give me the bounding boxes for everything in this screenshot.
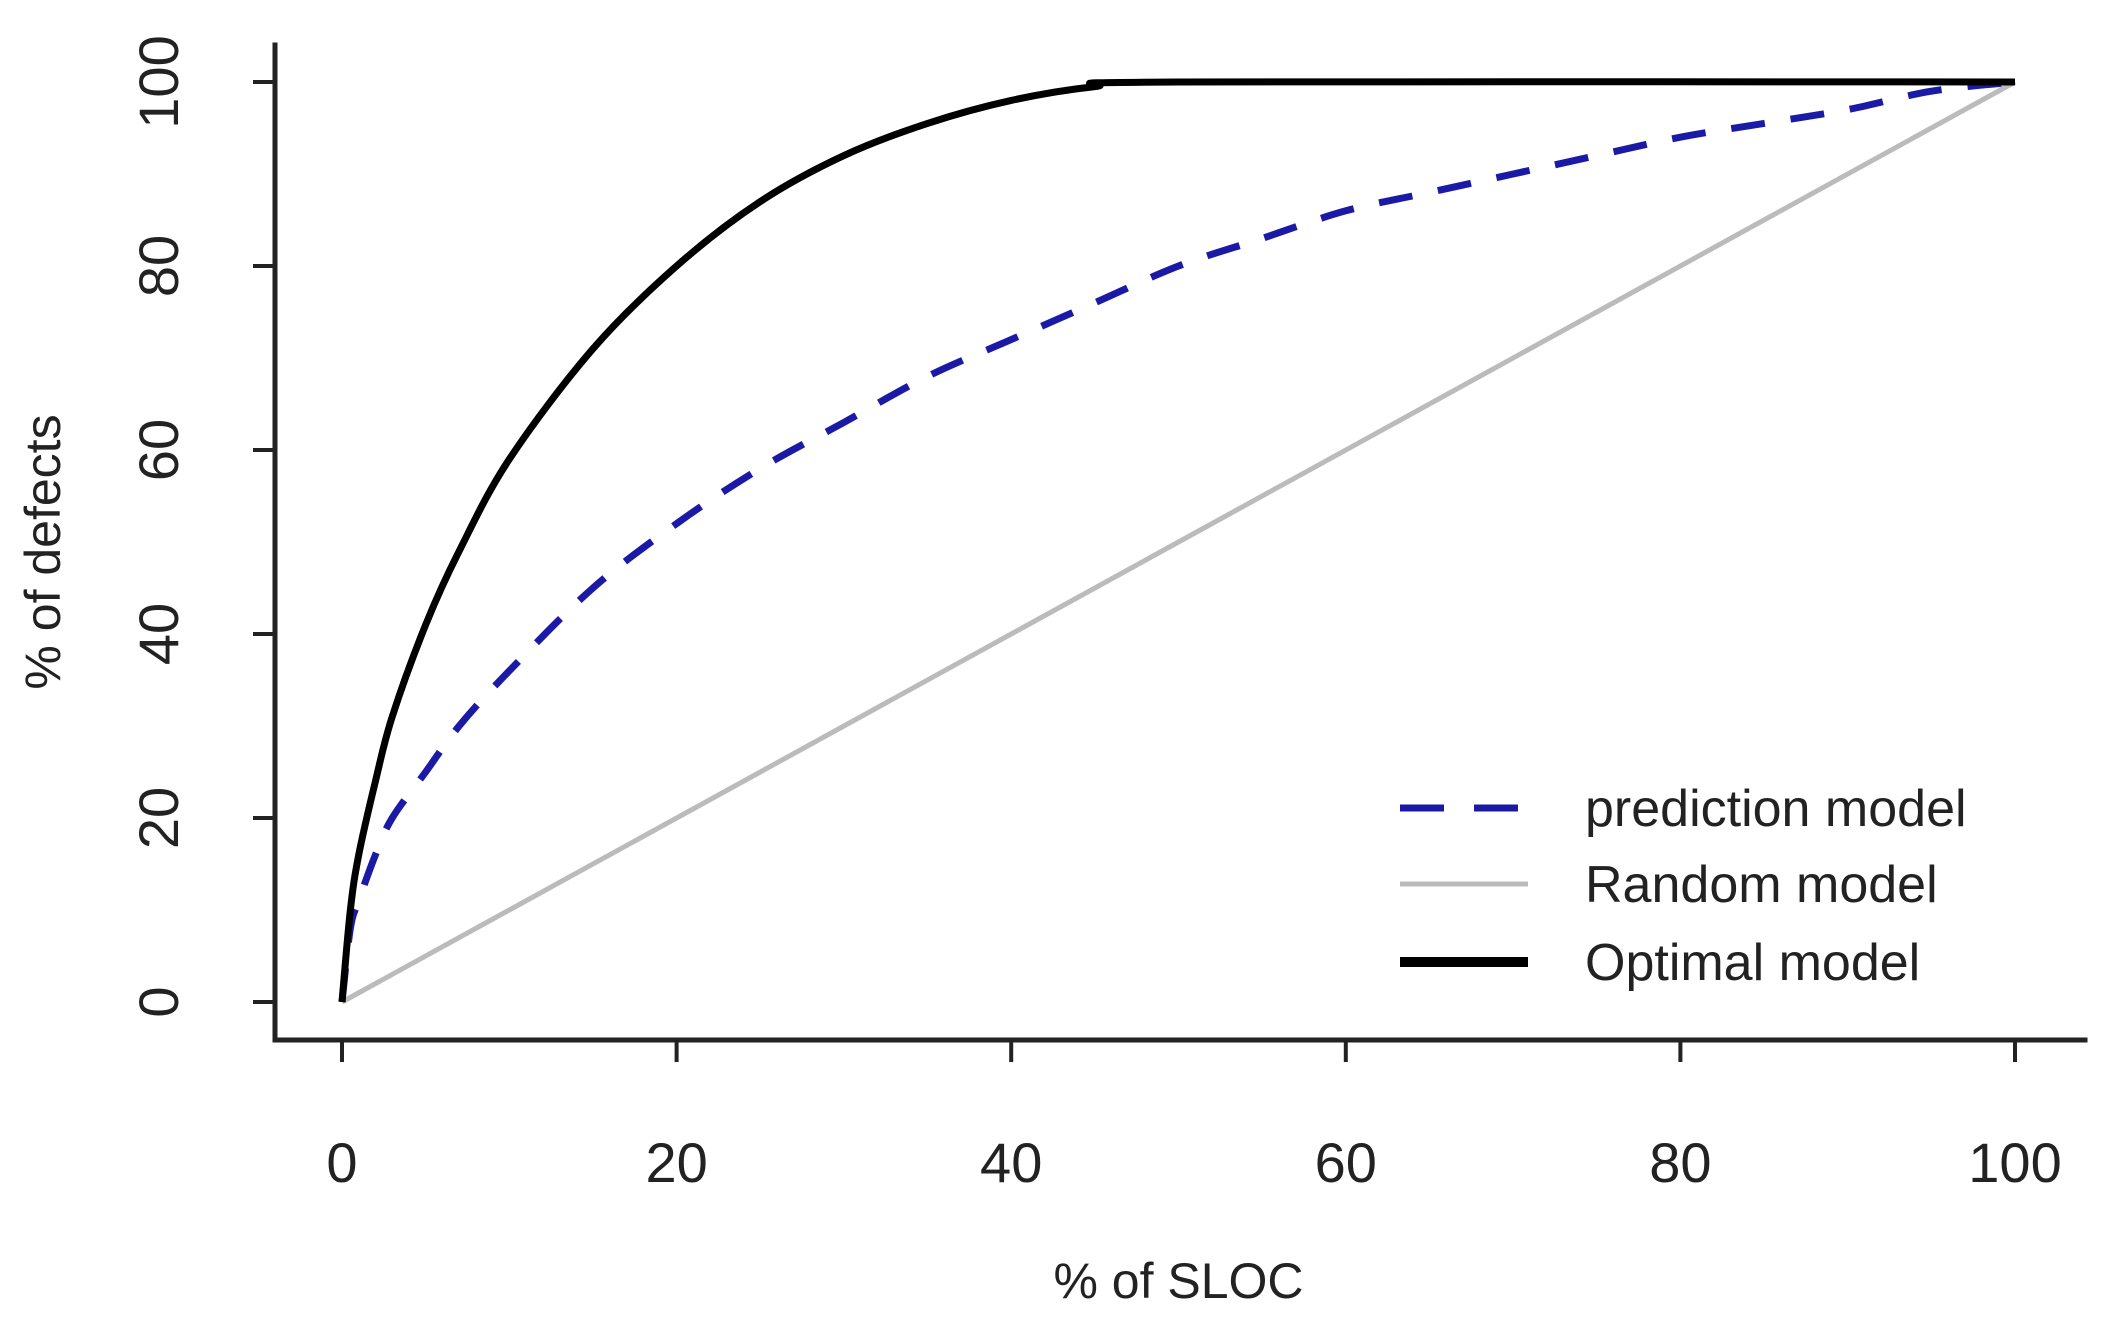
axes: 0 20 40 60 80 100 0 20 40 60 80 100: [127, 35, 2088, 1194]
legend: prediction model Random model Optimal mode…: [1400, 780, 1967, 992]
y-tick-label: 20: [127, 787, 190, 849]
y-tick-label: 80: [127, 235, 190, 297]
legend-label-optimal-model: Optimal model: [1585, 934, 1920, 992]
x-tick-label: 60: [1315, 1131, 1377, 1194]
legend-label-random-model: Random model: [1585, 856, 1938, 914]
x-tick-label: 0: [326, 1131, 357, 1194]
y-tick-label: 0: [127, 986, 190, 1017]
y-tick-label: 40: [127, 603, 190, 665]
x-tick-label: 20: [645, 1131, 707, 1194]
series-line-random-model: [340, 79, 2017, 1005]
x-tick-label: 40: [980, 1131, 1042, 1194]
series-layer: [338, 78, 2017, 1005]
y-tick-label: 100: [127, 35, 190, 128]
x-tick-label: 100: [1968, 1131, 2061, 1194]
series-line-prediction-model: [338, 78, 2016, 1003]
x-axis-label: % of SLOC: [1053, 1253, 1303, 1309]
x-tick-label: 80: [1649, 1131, 1711, 1194]
series-line-optimal-model: [338, 78, 2016, 1003]
y-axis-label: % of defects: [15, 414, 71, 689]
y-tick-label: 60: [127, 419, 190, 481]
legend-label-prediction-model: prediction model: [1585, 780, 1967, 838]
